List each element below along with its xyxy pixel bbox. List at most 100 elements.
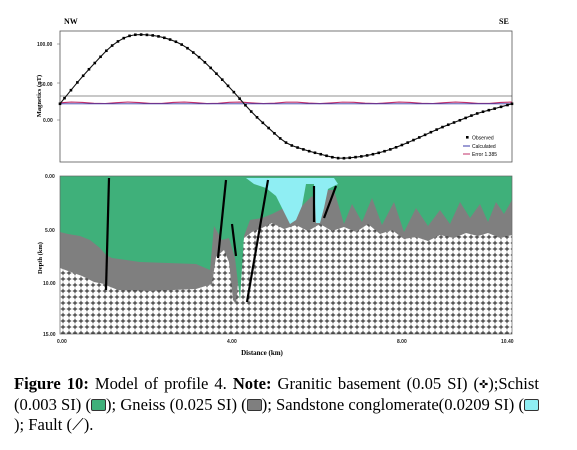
- depth-ytick-15: 15.00: [43, 332, 56, 338]
- observed-point: [145, 33, 149, 37]
- observed-point: [163, 36, 166, 40]
- schist-layer: [60, 176, 512, 300]
- magnetics-legend: Observed Calculated Error 1.385: [463, 136, 497, 158]
- fault-4: [245, 179, 270, 303]
- observed-point: [209, 66, 212, 70]
- depth-ytick-5: 5.00: [45, 228, 55, 234]
- caption-text-5: ); Sandstone conglomerate(0.0209 SI) (: [261, 395, 524, 414]
- observed-point: [499, 105, 503, 109]
- observed-point: [99, 55, 102, 59]
- observed-point: [186, 46, 189, 50]
- observed-point: [371, 152, 375, 156]
- observed-point: [128, 34, 131, 38]
- observed-point: [325, 154, 328, 158]
- fault-line-icon: ⟋: [72, 415, 84, 434]
- observed-point: [458, 118, 462, 122]
- depth-ytick-10: 10.00: [43, 281, 56, 287]
- observed-point: [383, 149, 386, 153]
- observed-point: [331, 155, 334, 159]
- observed-point: [290, 144, 294, 147]
- observed-point: [139, 33, 143, 36]
- observed-point: [342, 156, 346, 160]
- observed-point: [63, 96, 66, 100]
- fault-2: [216, 179, 228, 259]
- caption-text-4: ); Gneiss (0.025 SI) (: [106, 395, 247, 414]
- observed-point: [255, 116, 259, 119]
- observed-point: [452, 121, 456, 124]
- legend-observed-label: Observed: [472, 136, 494, 142]
- legend-error-label: Error 1.385: [472, 152, 497, 158]
- observed-point: [406, 141, 409, 144]
- observed-point: [510, 102, 514, 106]
- observed-point: [76, 81, 79, 84]
- observed-point: [296, 146, 299, 149]
- magnetics-ytick-marks: [57, 43, 60, 121]
- observed-point: [493, 107, 496, 110]
- observed-point: [261, 121, 265, 125]
- depth-ytick-0: 0.00: [45, 174, 55, 180]
- geologic-model-panel: Depth (km) 0.00 5.00 10.00 15.00 0.00 4.…: [37, 174, 514, 357]
- distance-xtick-0: 0.00: [57, 339, 67, 345]
- distance-x-axis-label: Distance (km): [241, 349, 283, 357]
- observed-point: [412, 138, 415, 142]
- observed-point: [481, 110, 485, 114]
- observed-point: [105, 49, 108, 53]
- caption-figure-label: Figure 10:: [14, 374, 89, 393]
- distance-xtick-4: 4.00: [227, 339, 237, 345]
- legend-calculated-label: Calculated: [472, 144, 496, 150]
- caption-text-1: Model of profile 4.: [88, 374, 233, 393]
- observed-point: [87, 67, 91, 71]
- observed-point: [475, 112, 479, 115]
- observed-point: [400, 143, 404, 147]
- observed-point: [377, 151, 381, 155]
- observed-point: [423, 133, 427, 137]
- observed-point: [110, 44, 114, 47]
- observed-point: [238, 97, 241, 100]
- observed-point: [441, 125, 444, 129]
- observed-point: [134, 33, 137, 37]
- observed-point: [302, 148, 305, 151]
- observed-point: [191, 51, 195, 54]
- observed-point: [307, 149, 311, 153]
- observed-point: [197, 55, 201, 59]
- granite-cross-icon: ✜: [479, 379, 489, 391]
- magnetics-ytick-100: 100.00: [37, 42, 53, 48]
- observed-point: [336, 156, 340, 160]
- observed-point: [226, 84, 230, 88]
- observed-point: [506, 103, 509, 107]
- observed-point: [319, 152, 323, 156]
- observed-point: [69, 88, 73, 92]
- depth-y-axis-label: Depth (km): [37, 242, 44, 274]
- figure-caption: Figure 10: Model of profile 4. Note: Gra…: [14, 374, 539, 435]
- observed-point: [180, 43, 183, 46]
- observed-point: [116, 40, 120, 43]
- caption-note-label: Note:: [232, 374, 272, 393]
- fault-3: [230, 223, 238, 257]
- observed-point: [417, 136, 421, 139]
- schist-swatch-icon: [91, 399, 107, 411]
- fault-1: [104, 177, 111, 291]
- caption-text-2: Granitic basement (0.05 SI) (: [271, 374, 480, 393]
- observed-point: [365, 154, 369, 157]
- observed-point: [215, 72, 218, 75]
- observed-point: [157, 35, 160, 38]
- fault-6: [322, 185, 338, 219]
- observed-point: [244, 103, 247, 107]
- observed-point: [220, 78, 224, 81]
- observed-point: [429, 130, 433, 134]
- observed-point: [354, 155, 357, 159]
- observed-point: [446, 123, 450, 127]
- observed-point: [470, 114, 473, 117]
- observed-points: [58, 33, 514, 160]
- gneiss-swatch-icon: [246, 399, 262, 411]
- observed-point: [93, 61, 97, 65]
- magnetics-panel: Magnetics (nT) 100.00 50.00 0.00 Observe…: [36, 30, 514, 163]
- legend-observed-marker: [466, 136, 469, 139]
- observed-point: [348, 156, 352, 160]
- caption-text-3: );Schist (0.003 SI) (: [14, 374, 539, 414]
- observed-point: [435, 128, 438, 131]
- sandstone-swatch-icon: [524, 399, 539, 411]
- magnetics-ytick-50: 50.00: [40, 82, 53, 88]
- observed-point: [313, 151, 317, 155]
- observed-point: [58, 102, 62, 106]
